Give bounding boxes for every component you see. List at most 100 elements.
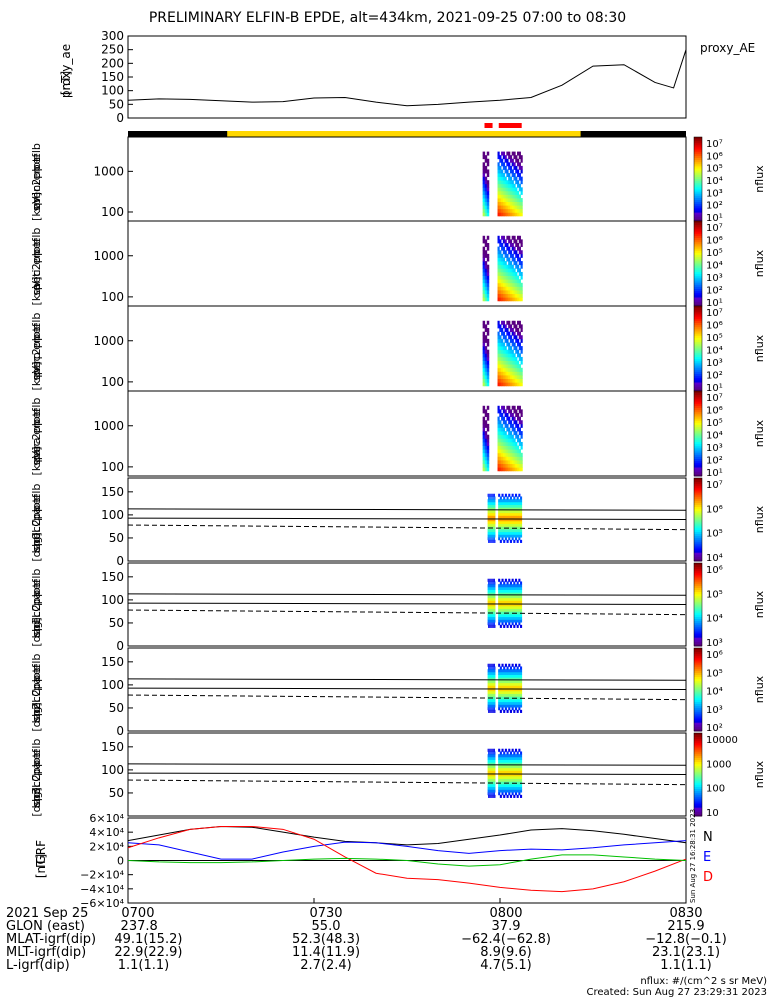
panel-ch2LC-spec-cell [520, 698, 523, 703]
panel-omni-spec-cell [502, 180, 506, 185]
panel-perp-spec-cell [508, 360, 511, 365]
panel-ch3LC-spec-cell [492, 789, 494, 793]
panel-omni-spec-cell [513, 176, 516, 181]
panel-ch3LC-spec-cell [494, 781, 496, 785]
panel-omni-spec-cell [502, 205, 506, 210]
panel-para-spec-cell [509, 420, 513, 425]
panel-anti-spec-cell [513, 268, 516, 273]
panel-perp-ylabel-line: spec2plot [30, 327, 43, 381]
panel-ch3LC-ylabel-line: pef [30, 748, 43, 767]
panel-ch2LC-spec-cell [516, 693, 519, 697]
panel-ch0LC-spec-cell [499, 518, 502, 522]
panel-ch1LC-spec-cell [498, 595, 501, 599]
panel-ch2LC-spec-cell [513, 682, 516, 686]
panel-omni-spec-cell [502, 151, 506, 156]
panel-para-spec-cell [506, 413, 509, 418]
panel-ch2LC-spec-cell [490, 693, 492, 697]
panel-ch0LC-spec-cell [488, 520, 490, 524]
panel-ch1LC-spec-cell [516, 619, 519, 623]
panel-ch3LC-spec-cell [488, 783, 490, 788]
panel-ch0LC-spec-cell [490, 539, 492, 543]
panel-ch3LC-spec-cell [509, 767, 513, 771]
panel-ch3LC-spec-cell [488, 759, 490, 763]
panel-ch0LC-spec-cell [489, 501, 491, 505]
panel-para-spec-cell [511, 416, 514, 421]
panel-ch2LC-spec-cell [493, 685, 495, 689]
panel-ch1LC-spec-cell [490, 589, 492, 593]
panel-ch2LC-spec-cell [489, 677, 491, 681]
panel-perp-spec-cell [506, 331, 509, 336]
panel-ch0LC-spec-cell [516, 501, 519, 505]
panel-anti-spec-cell [508, 271, 511, 276]
panel-ch2LC-spec-cell [491, 671, 493, 675]
panel-omni-spec-cell [511, 169, 514, 174]
panel-perp-spec-cell [499, 324, 502, 329]
panel-ch2LC-spec-cell [491, 709, 493, 713]
panel-anti-spec-cell [499, 286, 502, 291]
panel-ch2LC-spec-cell [488, 685, 490, 689]
panel-ch2LC-spec-cell [491, 693, 493, 697]
panel-ch0LC-spec-cell [506, 499, 509, 503]
panel-anti-spec-cell [506, 257, 509, 262]
panel-perp-spec-cell [501, 342, 504, 347]
panel-ch3LC-spec-cell [509, 786, 513, 790]
panel-ch1LC-spec-cell [487, 595, 489, 599]
panel-ch3LC-spec-cell [511, 792, 514, 796]
panel-ch0LC-spec-cell [501, 518, 504, 522]
panel-perp-spec-cell [486, 331, 490, 336]
panel-ch1LC-spec-cell [489, 586, 491, 590]
panel-anti-spec-cell [504, 261, 507, 266]
panel-ch1LC-colorbar-cell [694, 637, 702, 641]
panel-omni-spec-cell [520, 201, 523, 206]
panel-ch3LC-spec-cell [511, 754, 514, 758]
panel-ch1LC-spec-cell [499, 605, 502, 609]
panel-ch1LC-spec-cell [493, 584, 495, 588]
panel-ch0LC-colorbar-cell [694, 484, 702, 487]
panel-ch3LC-ytick-label: 150 [101, 740, 124, 754]
panel-ch3LC-spec-cell [493, 775, 495, 779]
panel-ch1LC-spec-cell [504, 619, 507, 623]
panel-omni-colorbar-label: nflux [753, 165, 766, 193]
panel-ch2LC-spec-cell [518, 677, 521, 681]
panel-ch3LC-spec-cell [489, 786, 491, 790]
panel-perp-spec-cell [502, 360, 506, 365]
panel-ch3LC-spec-cell [498, 767, 501, 771]
panel-ch0LC-spec-cell [489, 512, 491, 516]
panel-ch2LC-spec-cell [511, 707, 514, 711]
panel-ch3LC-spec-cell [504, 756, 507, 760]
panel-ch3LC-spec-cell [511, 748, 514, 752]
panel-ch1LC-spec-cell [493, 605, 495, 609]
footer-value: 0800 [489, 906, 523, 921]
panel-ch1LC-spec-cell [491, 595, 493, 599]
panel-ch2LC-spec-cell [506, 704, 509, 708]
panel-anti-spec-cell [499, 290, 502, 295]
panel-omni-spec-cell [511, 183, 514, 188]
panel-perp-spec-cell [509, 367, 513, 372]
panel-ch2LC-spec-cell [501, 677, 504, 681]
panel-ch1LC-spec-cell [487, 589, 489, 593]
panel-anti-spec-cell [482, 239, 486, 244]
panel-ch3LC-spec-cell [492, 778, 494, 782]
panel-perp-spec-cell [508, 331, 511, 336]
panel-ch0LC-spec-cell [503, 534, 506, 538]
panel-ch3LC-spec-cell [491, 767, 493, 771]
panel-ch1LC-spec-cell [494, 619, 496, 623]
panel-ch3LC-spec-cell [489, 770, 491, 774]
panel-ch1LC-spec-cell [516, 589, 519, 593]
panel-perp-spec-cell [504, 353, 507, 358]
panel-omni-spec-cell [486, 205, 490, 210]
panel-para-spec-cell [508, 441, 511, 446]
panel-ch0LC-spec-cell [490, 518, 492, 522]
panel-ch0LC-colorbar-cell [694, 534, 702, 537]
panel-omni-spec-cell [517, 173, 520, 178]
panel-ch0LC-spec-cell [501, 512, 504, 516]
panel-ch0LC-spec-cell [491, 501, 493, 505]
panel-ch1LC-spec-cell [494, 586, 496, 590]
panel-anti-spec-cell [506, 271, 509, 276]
panel-perp-spec-cell [509, 324, 513, 329]
panel-ch0LC-spec-cell [491, 539, 493, 543]
panel-ch2LC-spec-cell [488, 674, 490, 678]
panel-ch0LC-spec-cell [514, 501, 518, 505]
panel-ch1LC-spec-cell [518, 586, 521, 590]
panel-ch0LC-spec-cell [492, 515, 494, 519]
